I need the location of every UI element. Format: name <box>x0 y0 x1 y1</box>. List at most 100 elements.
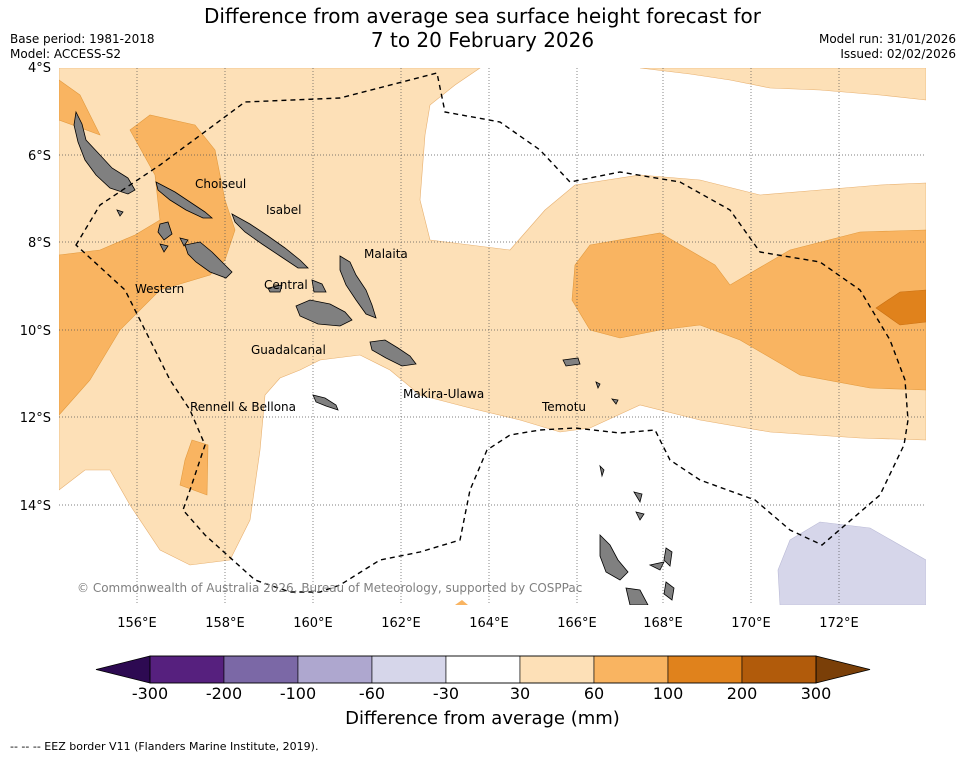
island-pentecost <box>663 581 675 601</box>
eez-border <box>75 72 909 593</box>
island-ambae <box>648 561 665 571</box>
island-guadalcanal <box>295 299 353 327</box>
anomaly-band-30-60 <box>59 68 926 566</box>
island-small-1 <box>179 237 189 247</box>
lon-label-156e: 156°E <box>117 616 157 631</box>
meta-right: Model run: 31/01/2026 Issued: 02/02/2026 <box>819 32 956 62</box>
colorbar-tick--200: -200 <box>206 684 242 700</box>
label-western: Western <box>135 282 184 296</box>
lon-label-164e: 164°E <box>469 616 509 631</box>
colorbar-bin-5 <box>519 655 595 684</box>
colorbar-tick-200: 200 <box>727 684 758 700</box>
label-central: Central <box>264 278 308 292</box>
anomaly-band-100-200 <box>875 289 926 326</box>
plot-area: Choiseul Isabel Malaita Western Central … <box>59 68 926 605</box>
lon-label-168e: 168°E <box>643 616 683 631</box>
colorbar-bin-8 <box>741 655 817 684</box>
label-isabel: Isabel <box>266 203 301 217</box>
map-title: Difference from average sea surface heig… <box>0 4 965 52</box>
colorbar-tick-100: 100 <box>653 684 684 700</box>
colorbar-bin-6 <box>593 655 669 684</box>
colorbar-arrow-high <box>815 655 871 684</box>
anomaly-band-60-100-west <box>59 79 101 136</box>
meta-left: Base period: 1981-2018 Model: ACCESS-S2 <box>10 32 155 62</box>
island-tikopia <box>611 398 619 405</box>
island-small-3 <box>159 243 169 253</box>
model-run: Model run: 31/01/2026 <box>818 32 956 46</box>
colorbar-bin-7 <box>667 655 743 684</box>
colorbar-tick-30: 30 <box>510 684 530 700</box>
colorbar-arrow-low <box>95 655 151 684</box>
island-florida <box>311 279 327 293</box>
model-name: Model: ACCESS-S2 <box>10 47 122 61</box>
lon-label-158e: 158°E <box>205 616 245 631</box>
anomaly-band-60-100-solomons <box>59 114 236 416</box>
anomaly-band-30-60-top-right <box>639 68 926 101</box>
colorbar-bin-2 <box>297 655 373 684</box>
island-vanikoro <box>595 381 601 390</box>
island-rennell <box>312 394 339 411</box>
colorbar-tick-300: 300 <box>801 684 832 700</box>
lon-label-170e: 170°E <box>731 616 771 631</box>
label-guadalcanal: Guadalcanal <box>251 343 326 357</box>
lon-label-172e: 172°E <box>819 616 859 631</box>
island-santa-cruz <box>562 357 581 367</box>
label-makira-ulawa: Makira-Ulawa <box>403 387 484 401</box>
anomaly-band-60-100-east <box>571 229 926 391</box>
lon-label-162e: 162°E <box>381 616 421 631</box>
colorbar-title: Difference from average (mm) <box>345 708 620 729</box>
island-malaita <box>339 255 377 319</box>
colorbar-bin-0 <box>149 655 225 684</box>
island-new-georgia <box>184 241 233 279</box>
island-vella-lavella <box>157 221 173 241</box>
lat-label-14s: 14°S <box>20 499 51 514</box>
issued-date: Issued: 02/02/2026 <box>840 47 956 61</box>
colorbar-bin-3 <box>371 655 447 684</box>
island-shortland <box>116 209 124 217</box>
colorbar-tick--100: -100 <box>280 684 316 700</box>
title-line-1: Difference from average sea surface heig… <box>203 4 762 28</box>
copyright-notice: © Commonwealth of Australia 2026, Bureau… <box>77 581 582 595</box>
lon-axis-labels: 156°E 158°E 160°E 162°E 164°E 166°E 168°… <box>117 616 859 631</box>
colorbar-ticks: -300 -200 -100 -60 -30 30 60 100 200 300 <box>132 684 831 700</box>
island-banks <box>633 491 643 504</box>
lat-axis-labels: 4°S 6°S 8°S 10°S 12°S 14°S <box>20 61 51 514</box>
island-choiseul <box>155 181 214 219</box>
colorbar-tick--60: -60 <box>359 684 385 700</box>
label-temotu: Temotu <box>541 400 586 414</box>
lon-label-160e: 160°E <box>293 616 333 631</box>
island-malakula <box>625 587 649 605</box>
lat-label-6s: 6°S <box>28 149 51 164</box>
colorbar-tick-60: 60 <box>584 684 604 700</box>
lat-label-12s: 12°S <box>20 411 51 426</box>
island-isabel <box>231 213 309 269</box>
base-period: Base period: 1981-2018 <box>10 32 155 46</box>
island-small-4 <box>635 511 645 521</box>
island-small-2 <box>267 284 283 293</box>
island-maewo <box>663 547 673 567</box>
anomaly-band-60-100-south <box>179 439 209 496</box>
lat-label-4s: 4°S <box>28 61 51 76</box>
eez-footnote: -- -- -- EEZ border V11 (Flanders Marine… <box>10 740 319 753</box>
anomaly-band-negative <box>777 521 926 605</box>
label-malaita: Malaita <box>364 247 408 261</box>
island-torres <box>599 464 605 478</box>
colorbar-tick--30: -30 <box>433 684 459 700</box>
map-canvas: Choiseul Isabel Malaita Western Central … <box>20 61 926 700</box>
colorbar: -300 -200 -100 -60 -30 30 60 100 200 300 <box>95 655 871 700</box>
lat-label-8s: 8°S <box>28 236 51 251</box>
label-rennell-bellona: Rennell & Bellona <box>190 400 296 414</box>
lat-label-10s: 10°S <box>20 324 51 339</box>
anomaly-band-60-100-sliver <box>455 600 468 605</box>
colorbar-tick--300: -300 <box>132 684 168 700</box>
label-choiseul: Choiseul <box>195 177 246 191</box>
colorbar-bin-4 <box>445 655 521 684</box>
colorbar-bins <box>149 655 817 684</box>
island-espiritu-santo <box>599 534 629 581</box>
colorbar-bin-1 <box>223 655 299 684</box>
island-bougainville <box>73 110 136 195</box>
province-labels: Choiseul Isabel Malaita Western Central … <box>135 177 586 414</box>
graticule <box>59 68 926 605</box>
lon-label-166e: 166°E <box>557 616 597 631</box>
island-makira <box>369 339 417 367</box>
